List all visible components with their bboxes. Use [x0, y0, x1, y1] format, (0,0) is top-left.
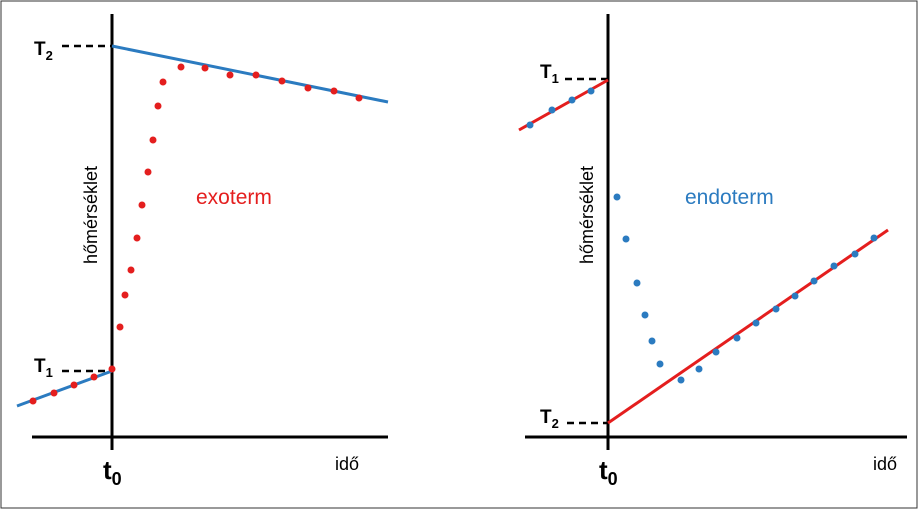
right-t0-label: t0 [599, 455, 618, 489]
data-point [252, 71, 260, 79]
right-x-axis-label: idő [873, 454, 897, 474]
left-x-axis-label: idő [335, 454, 359, 474]
data-point [830, 262, 838, 270]
data-point [656, 360, 664, 368]
data-point [304, 84, 312, 92]
left-T-upper-label: T2 [34, 39, 53, 63]
right-T-lower-label: T2 [540, 407, 559, 431]
data-point [870, 234, 878, 242]
endotherm-panel: T1 T2 t0 idő hőmérséklet endoterm [518, 14, 907, 489]
right-points [526, 87, 878, 384]
data-point [127, 266, 135, 274]
data-point [116, 323, 124, 331]
data-point [587, 87, 595, 95]
data-point [70, 381, 78, 389]
left-t0-label: t0 [103, 455, 122, 489]
data-point [772, 305, 780, 313]
data-point [149, 136, 157, 144]
data-point [677, 376, 685, 384]
data-point [355, 94, 363, 102]
data-point [177, 63, 185, 71]
data-point [752, 319, 760, 327]
data-point [330, 87, 338, 95]
data-point [633, 279, 641, 287]
data-point [159, 78, 167, 86]
data-point [138, 201, 146, 209]
data-point [648, 337, 656, 345]
left-post-baseline [111, 44, 389, 104]
endotherm-annotation: endoterm [685, 186, 774, 209]
data-point [108, 365, 116, 373]
exotherm-panel: T2 T1 t0 idő hőmérséklet exoterm [16, 14, 389, 489]
data-point [548, 106, 556, 114]
data-point [90, 373, 98, 381]
right-y-axis-label: hőmérséklet [577, 166, 597, 264]
data-point [851, 250, 859, 258]
data-point [791, 292, 799, 300]
data-point [144, 168, 152, 176]
data-point [278, 77, 286, 85]
data-point [622, 235, 630, 243]
data-point [154, 102, 162, 110]
data-point [226, 71, 234, 79]
data-point [121, 291, 129, 299]
data-point [568, 96, 576, 104]
left-y-axis-label: hőmérséklet [81, 166, 101, 264]
data-point [695, 365, 703, 373]
right-post-baseline [607, 228, 889, 425]
data-point [133, 234, 141, 242]
data-point [810, 277, 818, 285]
right-T-upper-label: T1 [540, 62, 559, 86]
data-point [526, 121, 534, 129]
data-point [50, 389, 58, 397]
left-T-lower-label: T1 [34, 356, 53, 380]
data-point [29, 397, 37, 405]
data-point [201, 64, 209, 72]
data-point [613, 193, 621, 201]
data-point [712, 348, 720, 356]
left-points [29, 63, 363, 405]
data-point [733, 334, 741, 342]
data-point [641, 311, 649, 319]
exotherm-annotation: exoterm [196, 186, 272, 209]
